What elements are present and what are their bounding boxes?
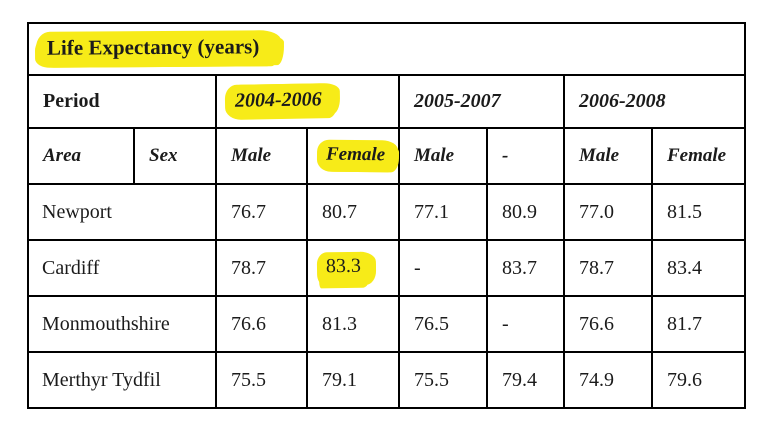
area-cell: Newport bbox=[27, 183, 217, 241]
value-cell: 76.5 bbox=[398, 295, 488, 353]
value-cell: 78.7 bbox=[563, 239, 653, 297]
header-female-1: Female bbox=[325, 143, 386, 166]
value-cell: 80.7 bbox=[306, 183, 400, 241]
table-title-row: Life Expectancy (years) bbox=[26, 22, 747, 76]
header-male-3: Male bbox=[563, 127, 653, 185]
value-cell: 80.9 bbox=[486, 183, 565, 241]
value-cell: 75.5 bbox=[398, 351, 488, 409]
highlight-marker-title: Life Expectancy (years) bbox=[35, 30, 282, 68]
value-cell: 81.7 bbox=[650, 295, 747, 353]
value-cell: 77.1 bbox=[398, 183, 488, 241]
highlight-marker-period: 2004-2006 bbox=[224, 83, 338, 120]
column-header-row: Area Sex Male Female Male - Male Female bbox=[27, 127, 747, 185]
header-area: Area bbox=[27, 127, 135, 185]
value-cell: - bbox=[486, 295, 565, 353]
value-cell: 83.4 bbox=[650, 239, 747, 297]
area-cell: Merthyr Tydfil bbox=[27, 351, 217, 409]
value-cell: - bbox=[398, 239, 488, 297]
header-sex: Sex bbox=[133, 127, 217, 185]
period-2006-2008-cell: 2006-2008 bbox=[562, 74, 747, 129]
period-2004-2006: 2004-2006 bbox=[234, 88, 322, 112]
value-cell: 83.7 bbox=[486, 239, 565, 297]
highlight-marker-female: Female bbox=[316, 139, 399, 173]
period-2004-2006-cell: 2004-2006 bbox=[215, 74, 400, 129]
value-cell: 76.6 bbox=[215, 295, 308, 353]
life-expectancy-table: Life Expectancy (years) Period 2004-2006… bbox=[26, 22, 747, 409]
table-row-newport: Newport 76.7 80.7 77.1 80.9 77.0 81.5 bbox=[27, 183, 747, 241]
header-female-3: Female bbox=[650, 127, 747, 185]
area-cell: Cardiff bbox=[27, 239, 217, 297]
highlight-marker-value: 83.3 bbox=[316, 251, 377, 285]
value-cell: 76.6 bbox=[563, 295, 653, 353]
value-cell: 81.3 bbox=[306, 295, 400, 353]
header-dash: - bbox=[486, 127, 565, 185]
period-2005-2007-cell: 2005-2007 bbox=[398, 74, 565, 129]
table-title-cell: Life Expectancy (years) bbox=[26, 22, 747, 76]
period-header-row: Period 2004-2006 2005-2007 2006-2008 bbox=[27, 74, 747, 129]
value-cell: 76.7 bbox=[215, 183, 308, 241]
area-cell: Monmouthshire bbox=[27, 295, 217, 353]
value-cell: 74.9 bbox=[563, 351, 653, 409]
value-cell: 81.5 bbox=[650, 183, 747, 241]
table-title: Life Expectancy (years) bbox=[46, 34, 260, 60]
value-cell-highlighted: 83.3 bbox=[306, 239, 400, 297]
value-cell: 77.0 bbox=[563, 183, 653, 241]
header-male-1: Male bbox=[215, 127, 308, 185]
value-cell: 79.4 bbox=[486, 351, 565, 409]
period-label-cell: Period bbox=[27, 74, 217, 129]
table-row-merthyr-tydfil: Merthyr Tydfil 75.5 79.1 75.5 79.4 74.9 … bbox=[27, 351, 747, 409]
table-row-monmouthshire: Monmouthshire 76.6 81.3 76.5 - 76.6 81.7 bbox=[27, 295, 747, 353]
value-cell: 79.1 bbox=[306, 351, 400, 409]
value-cell: 75.5 bbox=[215, 351, 308, 409]
value-cell: 79.6 bbox=[650, 351, 747, 409]
header-male-2: Male bbox=[398, 127, 488, 185]
table-row-cardiff: Cardiff 78.7 83.3 - 83.7 78.7 83.4 bbox=[27, 239, 747, 297]
header-female-1-cell: Female bbox=[306, 127, 400, 185]
value-cell: 78.7 bbox=[215, 239, 308, 297]
